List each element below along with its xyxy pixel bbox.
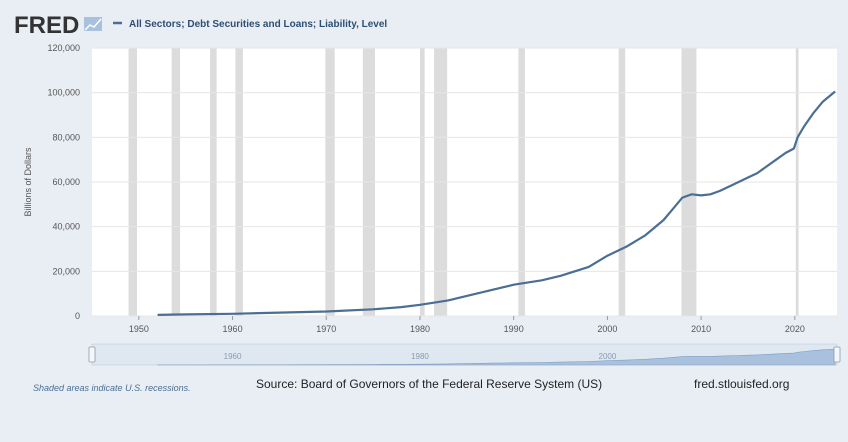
y-tick-label-3: 60,000 [52, 177, 80, 187]
source-credit: Source: Board of Governors of the Federa… [256, 377, 602, 391]
legend-series-label: All Sectors; Debt Securities and Loans; … [129, 19, 387, 30]
x-tick-labels-group: 1950 1960 1970 1980 1990 2000 2010 2020 [129, 316, 805, 334]
x-tick-label-1: 1960 [223, 324, 243, 334]
fred-logo[interactable]: FRED [14, 12, 79, 39]
x-tick-label-3: 1980 [410, 324, 430, 334]
x-tick-label-4: 1990 [504, 324, 524, 334]
navigator-label-1: 1980 [411, 352, 429, 361]
navigator-series-area [157, 348, 836, 366]
range-navigator[interactable]: 1960 1980 2000 [88, 343, 841, 366]
x-tick-label-7: 2020 [785, 324, 805, 334]
y-tick-label-0: 0 [75, 311, 80, 321]
recession-note: Shaded areas indicate U.S. recessions. [33, 383, 191, 393]
x-tick-label-0: 1950 [129, 324, 149, 334]
navigator-label-2: 2000 [599, 352, 617, 361]
y-tick-label-2: 40,000 [52, 222, 80, 232]
series-line [157, 90, 836, 316]
x-tick-label-5: 2000 [597, 324, 617, 334]
y-tick-label-1: 20,000 [52, 266, 80, 276]
navigator-labels-group: 1960 1980 2000 [224, 352, 617, 361]
fred-site-link[interactable]: fred.stlouisfed.org [694, 377, 789, 391]
y-axis-title: Billions of Dollars [23, 147, 33, 217]
y-tick-label-6: 120,000 [47, 43, 80, 53]
y-tick-labels-group: 0 20,000 40,000 60,000 80,000 100,000 120,000 [47, 43, 80, 321]
y-tick-label-4: 80,000 [52, 132, 80, 142]
y-tick-label-5: 100,000 [47, 88, 80, 98]
x-tick-label-6: 2010 [691, 324, 711, 334]
fred-logo-chart-icon [84, 17, 102, 31]
navigator-label-0: 1960 [224, 352, 242, 361]
x-tick-label-2: 1970 [316, 324, 336, 334]
gridlines-group [92, 47, 837, 317]
navigator-handle-left[interactable] [88, 346, 96, 363]
navigator-handle-right[interactable] [833, 346, 841, 363]
